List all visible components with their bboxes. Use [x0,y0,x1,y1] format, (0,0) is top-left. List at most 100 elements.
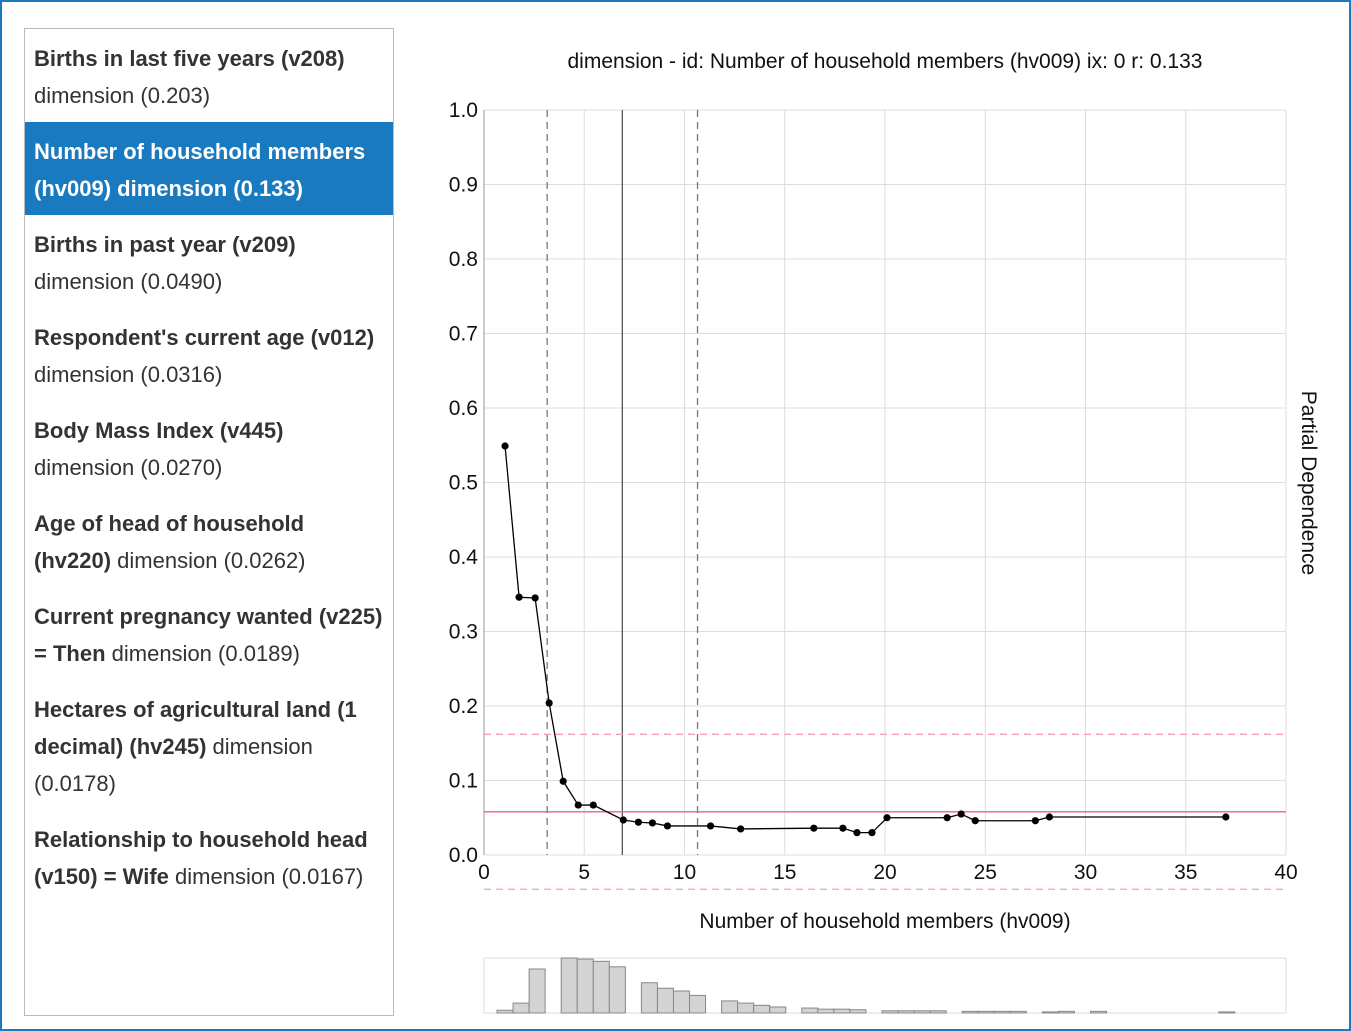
y-tick-label: 0.8 [449,248,478,271]
item-score: dimension (0.0270) [34,455,223,480]
y-tick-label: 0.0 [449,844,478,867]
histogram-bar [608,966,626,1014]
data-point [706,822,715,830]
item-name: Births in past year (v209) [34,232,296,257]
list-item[interactable]: Age of head of household (hv220) dimensi… [25,494,393,587]
y-tick-label: 0.3 [449,621,478,644]
data-point [589,801,597,809]
data-point [943,814,951,822]
data-point [559,777,567,785]
item-score: dimension (0.0316) [34,362,223,387]
histogram-bar [689,994,707,1014]
histogram-bar [769,1006,787,1014]
histogram-bar [929,1010,947,1014]
histogram-bar [977,1010,995,1014]
x-tick-label: 0 [478,861,490,884]
data-point [810,824,818,832]
list-item[interactable]: Births in last five years (v208) dimensi… [25,29,393,122]
item-name: Current pregnancy wanted (v225) = Then [34,604,383,666]
data-point [515,593,523,601]
data-point [957,810,965,818]
histogram-bar [737,1002,755,1014]
x-tick-label: 25 [974,861,997,884]
x-tick-label: 10 [673,861,696,884]
list-item[interactable]: Number of household members (hv009) dime… [25,122,393,215]
histogram-bar [592,960,610,1014]
x-tick-label: 35 [1174,861,1197,884]
histogram-bar [496,1009,514,1014]
data-point [531,594,539,602]
data-point [619,816,627,824]
item-score: dimension (0.0167) [175,864,364,889]
y-tick-label: 0.9 [449,174,478,197]
y-axis-label: Partial Dependence [1297,391,1320,575]
data-point [971,817,979,825]
x-tick-label: 15 [773,861,796,884]
data-point [574,801,582,809]
histogram-bar [576,958,594,1014]
list-item[interactable]: Births in past year (v209) dimension (0.… [25,215,393,308]
data-line [504,445,1226,834]
histogram-bar [640,982,658,1014]
histogram-bar [801,1007,819,1014]
y-tick-label: 1.0 [449,99,478,122]
item-name: Age of head of household (hv220) [34,511,305,573]
histogram-bar [560,957,578,1014]
histogram-bar [1218,1011,1236,1014]
histogram-bar [528,968,546,1014]
histogram-bar [993,1010,1011,1014]
histogram-bar [961,1010,979,1014]
item-name: Births in last five years (v208) [34,46,345,71]
list-item[interactable]: Body Mass Index (v445) dimension (0.0270… [25,401,393,494]
data-point [853,829,861,837]
histogram-bar [913,1010,931,1014]
histogram-bar [881,1010,899,1014]
histogram-bar [1009,1010,1027,1014]
histogram-bar [1090,1010,1108,1014]
item-score: dimension (0.0189) [111,641,300,666]
histogram-bar [1041,1011,1059,1014]
data-point [883,814,891,822]
list-item[interactable]: Relationship to household head (v150) = … [25,810,393,903]
data-point [1045,813,1054,821]
item-name: Respondent's current age (v012) [34,325,375,350]
y-tick-label: 0.7 [449,323,478,346]
item-name: Hectares of agricultural land (1 decimal… [34,697,357,759]
sidebar: Births in last five years (v208) dimensi… [24,28,394,1016]
histogram-bar [849,1009,867,1014]
data-point [1031,817,1039,825]
data-point [1222,813,1230,821]
item-name: Relationship to household head (v150) = … [34,827,368,889]
data-point [648,819,657,827]
list-item[interactable]: Hectares of agricultural land (1 decimal… [25,680,393,810]
x-tick-label: 5 [578,861,590,884]
y-tick-label: 0.6 [449,397,478,420]
histogram-bar [833,1008,851,1014]
list-item[interactable]: Current pregnancy wanted (v225) = Then d… [25,587,393,680]
histogram-bar [672,990,691,1014]
chart-title: dimension - id: Number of household memb… [568,50,1203,73]
data-point [839,824,847,832]
data-point [501,442,509,450]
data-point [634,818,642,826]
list-item[interactable]: Respondent's current age (v012) dimensio… [25,308,393,401]
histogram-bar [512,1002,530,1014]
item-score: dimension (0.0490) [34,269,223,294]
y-tick-label: 0.4 [449,546,479,569]
item-name: Number of household members (hv009) dime… [34,139,366,201]
item-score: dimension (0.203) [34,83,211,108]
histogram-bar [656,987,674,1014]
item-name: Body Mass Index (v445) [34,418,284,443]
y-tick-label: 0.5 [449,472,478,495]
histogram-bar [721,1000,739,1014]
item-score: dimension (0.0262) [117,548,306,573]
x-tick-label: 40 [1274,861,1297,884]
histogram-bar [897,1010,915,1014]
histogram-bar [753,1004,771,1014]
item-score: dimension (0.0178) [34,734,313,796]
data-point [545,699,553,707]
x-axis-label: Number of household members (hv009) [699,910,1070,933]
histogram-bar [1057,1010,1075,1014]
